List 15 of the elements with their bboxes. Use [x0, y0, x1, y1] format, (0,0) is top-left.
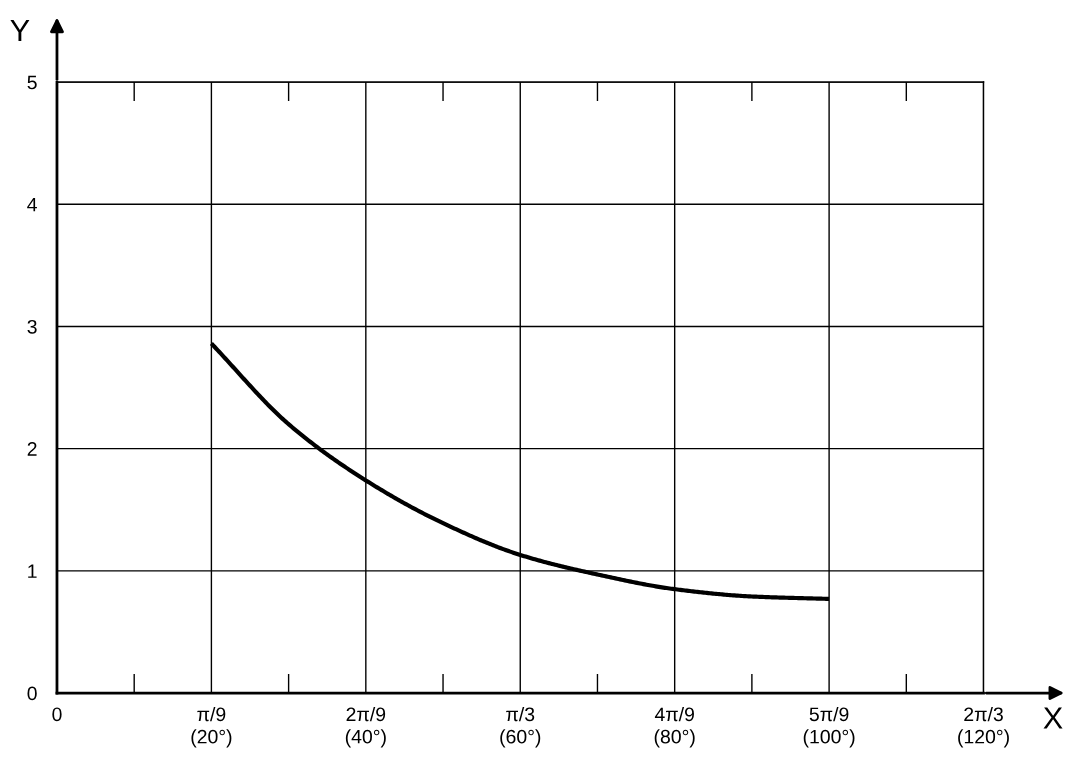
x-tick-label: 4π/9 (80°)	[654, 706, 695, 748]
y-tick-label: 4	[27, 197, 37, 212]
y-tick-label: 2	[27, 442, 37, 456]
x-tick-label: 2π/9 (40°)	[345, 706, 386, 748]
x-tick-label: π/9 (20°)	[191, 706, 232, 748]
x-tick-label: 5π/9 (100°)	[803, 706, 855, 748]
x-axis-title: X	[1043, 707, 1063, 729]
x-tick-label: 2π/3 (120°)	[958, 706, 1009, 748]
y-tick-label: 5	[27, 75, 37, 90]
x-tick-label: 0	[52, 707, 62, 722]
y-axis-title: Y	[10, 20, 30, 42]
y-tick-label: 0	[27, 686, 37, 701]
y-tick-label: 1	[28, 564, 37, 578]
x-tick-label: π/3 (60°)	[500, 706, 541, 748]
y-tick-label: 3	[27, 319, 37, 334]
